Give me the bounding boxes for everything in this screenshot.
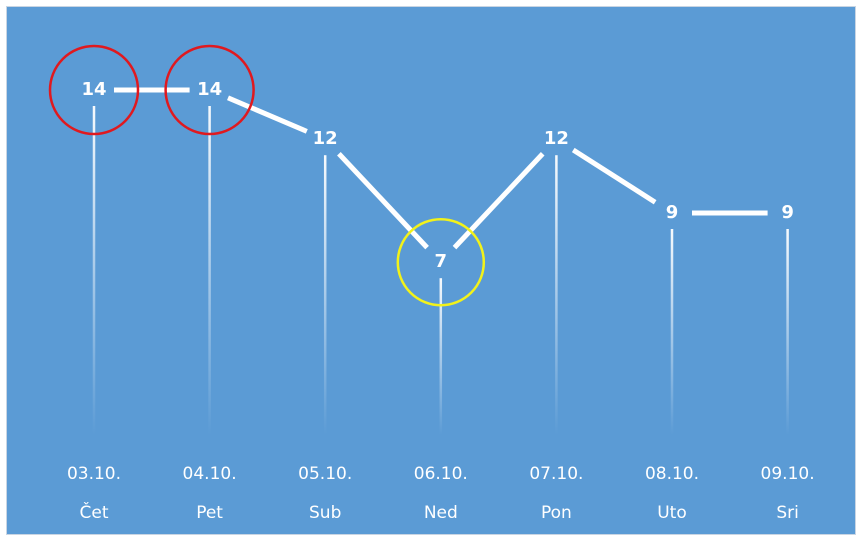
drop-line bbox=[670, 229, 674, 435]
x-tick-label-day: Pet bbox=[196, 503, 223, 523]
max-highlight-circle bbox=[164, 44, 255, 136]
series-line-segment bbox=[227, 95, 308, 134]
series-line-segment bbox=[452, 152, 545, 250]
x-tick-label-date: 06.10. bbox=[414, 464, 468, 484]
max-highlight-circle bbox=[48, 44, 140, 136]
data-labels: 14 14 12 7 12 9 9 bbox=[81, 79, 793, 272]
min-highlight-circle bbox=[396, 217, 486, 307]
line-chart: 14 14 12 7 12 9 9 03.10. 04.10. 05.10. 06.10. 07.1… bbox=[48, 44, 815, 523]
x-tick-label-date: 05.10. bbox=[298, 464, 352, 484]
drop-line bbox=[555, 155, 558, 435]
data-label: 9 bbox=[781, 202, 794, 223]
chart-area: 14 14 12 7 12 9 9 03.10. 04.10. 05.10. 06.10. 07.1… bbox=[6, 6, 856, 535]
drop-lines bbox=[92, 106, 789, 435]
data-label: 7 bbox=[435, 251, 448, 272]
x-tick-label-day: Sub bbox=[309, 503, 341, 523]
x-axis-date-labels: 03.10. 04.10. 05.10. 06.10. 07.10. 08.10. 09.1… bbox=[67, 464, 815, 484]
x-tick-label-date: 08.10. bbox=[645, 464, 699, 484]
data-label: 12 bbox=[313, 128, 338, 149]
x-tick-label-day: Ned bbox=[424, 503, 458, 523]
x-tick-label-date: 03.10. bbox=[67, 464, 121, 484]
drop-line bbox=[92, 106, 96, 435]
drop-line bbox=[323, 155, 327, 435]
data-label: 12 bbox=[544, 128, 569, 149]
x-axis-day-labels: Čet Pet Sub Ned Pon Uto Sri bbox=[80, 501, 799, 523]
x-tick-label-day: Pon bbox=[541, 503, 572, 523]
x-tick-label-day: Uto bbox=[657, 503, 687, 523]
x-tick-label-day: Sri bbox=[776, 503, 799, 523]
highlight-markers bbox=[48, 44, 486, 307]
x-tick-label-date: 09.10. bbox=[761, 464, 815, 484]
drop-line bbox=[439, 278, 443, 435]
data-label: 14 bbox=[81, 79, 106, 100]
drop-line bbox=[208, 106, 211, 435]
x-tick-label-date: 04.10. bbox=[183, 464, 237, 484]
data-label: 9 bbox=[666, 202, 679, 223]
drop-line bbox=[786, 229, 789, 435]
series-line-segment bbox=[571, 147, 657, 205]
series-line-segment bbox=[337, 152, 429, 250]
data-label: 14 bbox=[197, 79, 222, 100]
x-tick-label-day: Čet bbox=[80, 501, 109, 523]
x-tick-label-date: 07.10. bbox=[529, 464, 583, 484]
series-line bbox=[114, 87, 768, 250]
